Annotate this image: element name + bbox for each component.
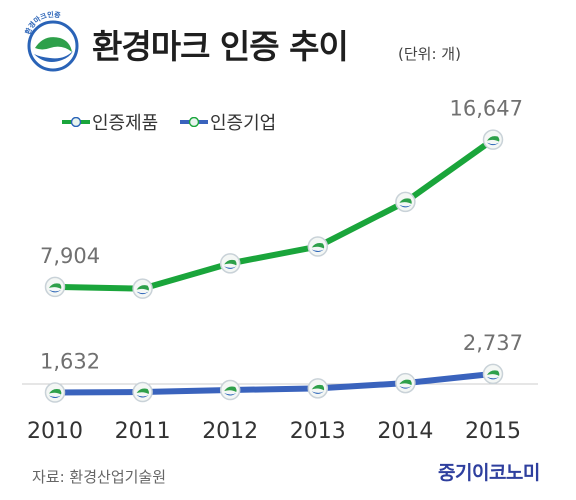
data-label: 1,632: [40, 350, 100, 374]
legend-marker-blue: [180, 117, 208, 127]
data-point: [307, 378, 329, 399]
legend-label-products: 인증제품: [92, 113, 159, 134]
data-label: 16,647: [450, 97, 523, 121]
x-tick-label: 2014: [377, 419, 433, 444]
eco-label-logo: 환경마크인증: [22, 8, 84, 78]
brand-logo-text: 중기이코노미: [438, 462, 540, 484]
legend-item-products: 인증제품: [62, 110, 158, 134]
data-point: [307, 236, 329, 257]
x-tick-label: 2012: [202, 419, 258, 444]
source-note: 자료: 환경산업기술원: [32, 468, 167, 486]
series-line-0: [52, 136, 496, 292]
data-label: 2,737: [463, 331, 523, 355]
data-point: [395, 191, 416, 213]
legend-item-companies: 인증기업: [180, 110, 276, 134]
data-point: [219, 379, 241, 401]
legend-label-companies: 인증기업: [210, 113, 277, 134]
x-tick-label: 2010: [27, 419, 83, 444]
x-tick-label: 2013: [290, 419, 346, 444]
data-point: [219, 253, 241, 274]
unit-label: (단위: 개): [398, 45, 461, 63]
chart-title: 환경마크 인증 추이: [92, 27, 349, 66]
legend-marker-green: [62, 117, 90, 127]
data-point: [395, 372, 416, 394]
series-line-1: [52, 370, 496, 396]
data-point: [482, 129, 504, 150]
data-point: [132, 278, 153, 299]
data-point: [482, 363, 504, 385]
data-point: [44, 276, 66, 298]
data-point: [44, 382, 66, 403]
x-tick-label: 2015: [465, 419, 521, 444]
data-label: 7,904: [40, 244, 100, 268]
data-point: [132, 381, 153, 403]
x-tick-label: 2011: [115, 419, 171, 444]
